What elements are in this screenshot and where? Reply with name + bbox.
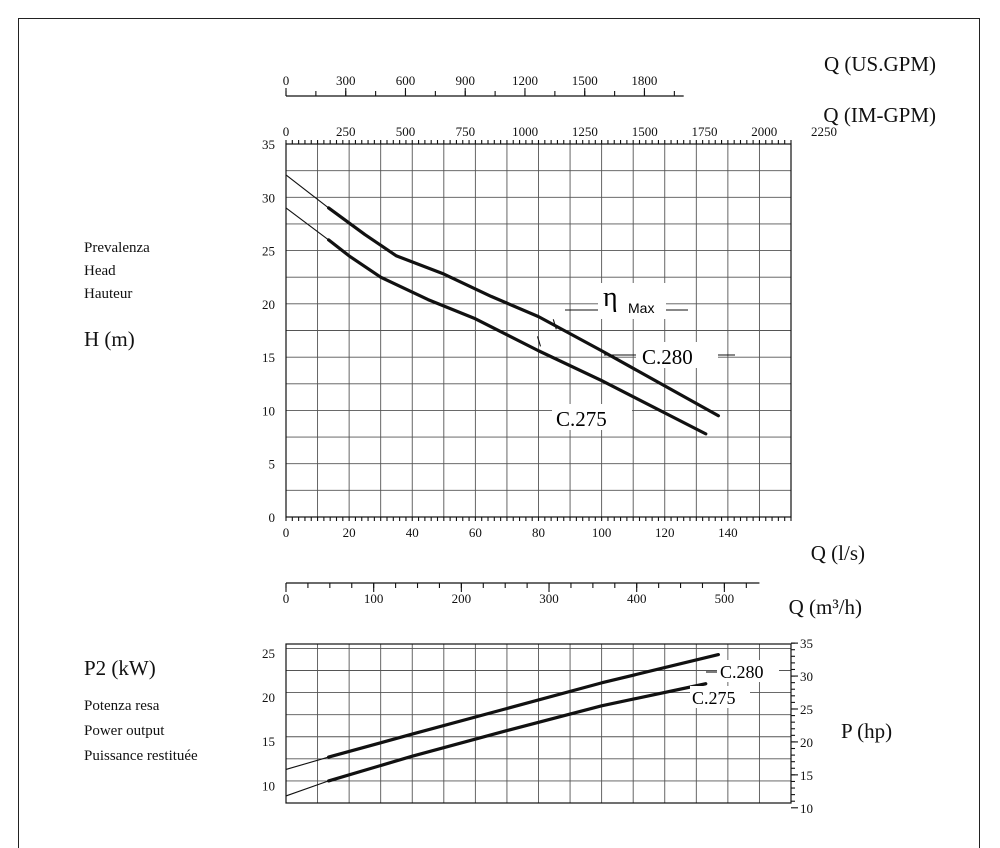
m3h-tick-label: 400 — [627, 591, 647, 606]
head-chart-grid — [285, 140, 792, 521]
m3h-tick-label: 300 — [539, 591, 559, 606]
head-y-tick-label: 10 — [262, 403, 275, 418]
secondary-tick-label: 1800 — [631, 73, 657, 88]
im-gpm-tick-label: 2250 — [811, 124, 837, 139]
head-x-tick-label: 80 — [532, 525, 545, 540]
head-x-tick-label: 0 — [283, 525, 290, 540]
power-y-tick-label: 25 — [262, 646, 275, 661]
us-gpm-axis-label: Q (US.GPM) — [824, 52, 936, 76]
secondary-tick-label: 0 — [283, 73, 290, 88]
secondary-tick-label: 1200 — [512, 73, 538, 88]
secondary-tick-label: 600 — [396, 73, 416, 88]
im-gpm-tick-label: 1250 — [572, 124, 598, 139]
m3h-axis-label: Q (m³/h) — [789, 595, 862, 619]
hp-tick-label: 15 — [800, 768, 813, 783]
head-y-tick-label: 5 — [269, 457, 276, 472]
power-plot-border — [285, 643, 792, 804]
power-axis-label: P2 (kW) — [84, 656, 156, 680]
power-curves: C.280 C.275 — [285, 652, 779, 797]
head-y-tick-label: 30 — [262, 190, 275, 205]
eta-subscript: Max — [628, 300, 654, 316]
head-x-tick-label: 60 — [469, 525, 482, 540]
head-x-tick-label: 140 — [718, 525, 738, 540]
im-gpm-axis-label: Q (IM-GPM) — [823, 103, 936, 127]
eta-symbol: η — [603, 282, 618, 313]
secondary-tick-label: 300 — [336, 73, 356, 88]
m3h-tick-label: 0 — [283, 591, 290, 606]
head-x-tick-label: 100 — [592, 525, 612, 540]
hp-tick-label: 20 — [800, 735, 813, 750]
power-label-en: Power output — [84, 723, 165, 739]
power-label-it: Potenza resa — [84, 698, 160, 714]
hp-axis-label: P (hp) — [841, 719, 892, 743]
head-curve-extension-c275 — [285, 207, 329, 241]
head-series-label-c275: C.275 — [556, 407, 607, 431]
head-label-it: Prevalenza — [84, 240, 150, 256]
q-ls-axis-label: Q (l/s) — [811, 541, 865, 565]
head-y-tick-label: 20 — [262, 297, 275, 312]
hp-tick-label: 25 — [800, 702, 813, 717]
eta-max-mark — [552, 319, 557, 330]
power-c280-label-bg — [717, 660, 779, 682]
power-curve-c275 — [327, 682, 708, 783]
head-y-tick-label: 25 — [262, 244, 275, 259]
head-curve-c280 — [327, 206, 721, 418]
im-gpm-tick-label: 250 — [336, 124, 356, 139]
m3h-axis: 0 100 200 300 400 500 — [283, 582, 760, 606]
m3h-tick-label: 200 — [452, 591, 472, 606]
head-y-ticks: 0 5 10 15 20 25 30 35 — [262, 137, 275, 525]
im-gpm-tick-label: 1500 — [632, 124, 658, 139]
head-series-label-c280: C.280 — [642, 345, 693, 369]
head-y-tick-label: 0 — [269, 510, 276, 525]
head-axis-label: H (m) — [84, 327, 135, 351]
head-curves: C.280 C.275 — [285, 174, 735, 436]
head-x-tick-label: 40 — [406, 525, 419, 540]
power-y-tick-label: 10 — [262, 778, 275, 793]
secondary-tick-label: 900 — [455, 73, 475, 88]
c275-label-bg — [552, 404, 632, 430]
im-gpm-tick-label: 0 — [283, 124, 290, 139]
head-x-tick-label: 120 — [655, 525, 675, 540]
hp-tick-label: 35 — [800, 636, 813, 651]
m3h-tick-label: 500 — [715, 591, 735, 606]
power-curve-extension-c275 — [285, 780, 329, 797]
power-hp-ticks: 10 15 20 25 30 35 — [791, 636, 813, 816]
im-gpm-tick-label: 500 — [396, 124, 416, 139]
head-curve-c275 — [327, 238, 708, 436]
im-gpm-tick-label: 1000 — [512, 124, 538, 139]
power-c275-label-bg — [690, 686, 750, 708]
us-gpm-axis: 0 300 600 900 1200 1500 1800 — [283, 73, 684, 97]
im-gpm-tick-label: 2000 — [751, 124, 777, 139]
c280-label-bg — [636, 342, 718, 368]
power-chart-grid — [285, 643, 792, 804]
head-x-tick-label: 20 — [343, 525, 356, 540]
power-series-label-c280: C.280 — [720, 662, 764, 682]
chart-frame — [18, 18, 980, 848]
head-y-tick-label: 15 — [262, 350, 275, 365]
head-label-en: Head — [84, 263, 116, 279]
power-series-label-c275: C.275 — [692, 688, 736, 708]
im-gpm-axis: 0 250 500 750 1000 1250 1500 1750 2000 2250 — [283, 124, 837, 139]
head-curve-extension-c280 — [285, 174, 329, 209]
power-y-tick-label: 20 — [262, 690, 275, 705]
eta-max-mark — [536, 336, 542, 347]
power-label-fr: Puissance restituée — [84, 748, 198, 764]
head-y-tick-label: 35 — [262, 137, 275, 152]
secondary-tick-label: 1500 — [572, 73, 598, 88]
m3h-tick-label: 100 — [364, 591, 384, 606]
head-label-fr: Hauteur — [84, 286, 132, 302]
im-gpm-tick-label: 1750 — [691, 124, 717, 139]
eta-max-annotation: η Max — [598, 282, 666, 319]
hp-tick-label: 10 — [800, 801, 813, 816]
im-gpm-tick-label: 750 — [456, 124, 476, 139]
power-y-ticks: 10 15 20 25 — [262, 646, 275, 794]
head-x-ticks: 0 20 40 60 80 100 120 140 — [283, 525, 738, 540]
power-curve-c280 — [327, 652, 721, 759]
power-curve-extension-c280 — [285, 756, 329, 770]
power-y-tick-label: 15 — [262, 734, 275, 749]
hp-tick-label: 30 — [800, 669, 813, 684]
